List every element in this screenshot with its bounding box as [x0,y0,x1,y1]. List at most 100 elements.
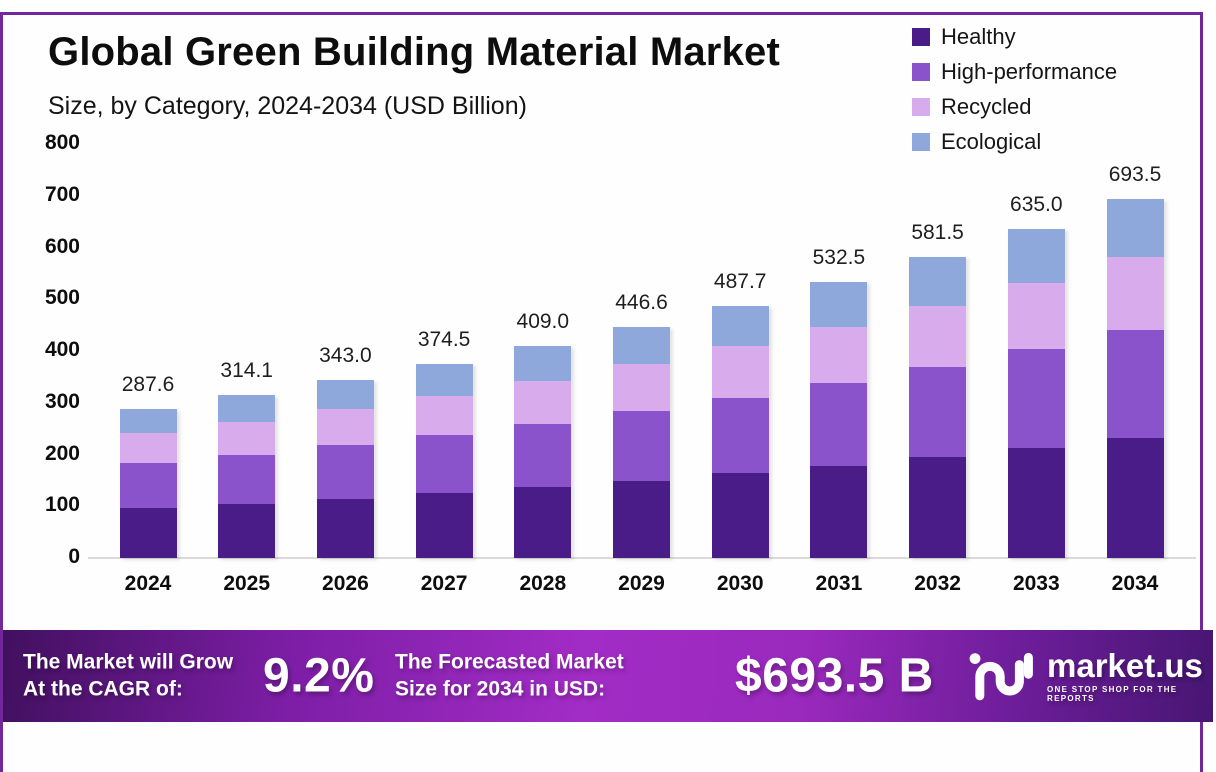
legend-label: High-performance [941,59,1118,84]
bar-segment-recycled [514,380,572,424]
bar-segment-ecological [1106,199,1164,258]
page-title: Global Green Building Material Market [48,30,780,74]
y-axis-tick-label: 100 [44,493,80,517]
bar-2033 [1007,229,1065,558]
bar-segment-ecological [613,326,670,365]
y-axis-tick-label: 0 [68,545,80,568]
bar-total-label: 487.7 [713,269,767,293]
bar-segment-high-performance [810,382,868,466]
y-axis-tick-label: 700 [44,182,80,206]
forecast-caption-line1: The Forecasted Market [395,650,624,674]
x-axis-baseline [88,557,1196,559]
y-axis-tick-label: 400 [44,338,80,361]
bar-segment-healthy [119,508,177,558]
bar-segment-high-performance [415,434,473,494]
bar-total-label: 314.1 [220,359,273,383]
bar-total-label: 635.0 [1010,193,1063,217]
y-axis-tick-label: 200 [44,441,80,465]
bar-segment-healthy [316,498,374,558]
page-subtitle: Size, by Category, 2024-2034 (USD Billio… [48,92,527,120]
bar-2024 [119,409,177,558]
cagr-value: 9.2% [263,649,375,703]
bar-segment-healthy [415,493,473,558]
bar-2030 [711,305,769,558]
x-axis-label: 2033 [1012,572,1060,595]
x-axis-label: 2030 [716,572,764,595]
bar-2025 [218,395,276,558]
bar-2026 [316,380,374,558]
bar-segment-ecological [711,305,769,347]
bar-segment-high-performance [1007,349,1065,448]
x-axis-label: 2031 [815,572,863,595]
legend-label: Healthy [941,24,1016,49]
bar-2028 [514,346,572,558]
x-axis-label: 2028 [519,572,567,595]
bar-2027 [415,364,473,558]
brand-block: market.us ONE STOP SHOP FOR THE REPORTS [1047,649,1213,703]
footer-banner: The Market will Grow At the CAGR of: 9.2… [3,630,1213,722]
bar-segment-recycled [810,327,868,383]
bar-segment-recycled [613,364,670,412]
legend-swatch [912,98,930,116]
x-axis-label: 2032 [914,572,961,595]
forecast-caption-line2: Size for 2034 in USD: [395,678,606,701]
bar-segment-healthy [1106,437,1164,558]
bar-segment-high-performance [1106,330,1164,438]
x-axis-label: 2026 [322,572,369,595]
y-axis-tick-label: 600 [44,234,80,258]
bar-segment-recycled [1106,257,1164,331]
bar-total-label: 374.5 [417,328,471,352]
bar-segment-healthy [810,465,868,558]
bar-segment-healthy [514,487,572,558]
bar-total-label: 581.5 [911,221,964,245]
bar-segment-ecological [415,364,473,396]
bar-segment-ecological [218,395,276,422]
x-axis-label: 2034 [1111,572,1159,595]
y-axis-tick-label: 800 [44,131,80,154]
bar-total-label: 287.6 [121,373,175,397]
bar-segment-healthy [218,503,276,558]
bar-2032 [909,257,967,558]
x-axis-label: 2025 [223,572,271,595]
bar-segment-ecological [1007,229,1065,283]
bar-segment-high-performance [316,445,374,499]
legend-label: Ecological [941,129,1042,154]
brand-name: market.us [1047,647,1203,684]
bar-segment-recycled [415,395,473,435]
y-axis-tick-label: 300 [44,389,80,413]
bar-total-label: 409.0 [516,310,570,334]
bar-segment-ecological [316,380,374,410]
bar-segment-ecological [514,346,572,381]
forecast-value: $693.5 B [735,649,934,703]
cagr-caption-line1: The Market will Grow [23,650,234,674]
bar-segment-high-performance [514,423,572,488]
bar-segment-recycled [218,421,276,455]
legend-label: Recycled [941,94,1032,119]
x-axis-label: 2027 [420,572,468,595]
legend-swatch [912,63,930,81]
y-axis-tick-label: 500 [44,286,80,310]
bar-segment-healthy [613,480,670,558]
bar-total-label: 532.5 [812,246,866,270]
forecast-caption: The Forecasted Market Size for 2034 in U… [395,649,624,704]
legend-item-ecological: Ecological [912,129,1117,155]
bar-segment-high-performance [119,463,177,509]
bar-segment-high-performance [613,411,670,481]
bar-segment-high-performance [218,454,276,504]
bar-segment-high-performance [711,397,769,474]
bar-total-label: 446.6 [615,290,668,314]
bar-segment-ecological [909,257,967,306]
bar-segment-healthy [909,457,967,558]
bar-2031 [810,282,868,558]
bar-segment-ecological [810,282,868,328]
legend-item-recycled: Recycled [912,94,1117,120]
bar-segment-recycled [711,346,769,398]
bar-total-label: 343.0 [319,344,372,368]
brand-tagline: ONE STOP SHOP FOR THE REPORTS [1047,685,1178,703]
bar-segment-recycled [316,409,374,446]
bar-total-label: 693.5 [1108,163,1162,187]
x-axis-label: 2024 [124,572,172,595]
legend-swatch [912,28,930,46]
chart-legend: Healthy High-performance Recycled Ecologica… [912,24,1117,164]
bar-segment-high-performance [909,366,967,458]
